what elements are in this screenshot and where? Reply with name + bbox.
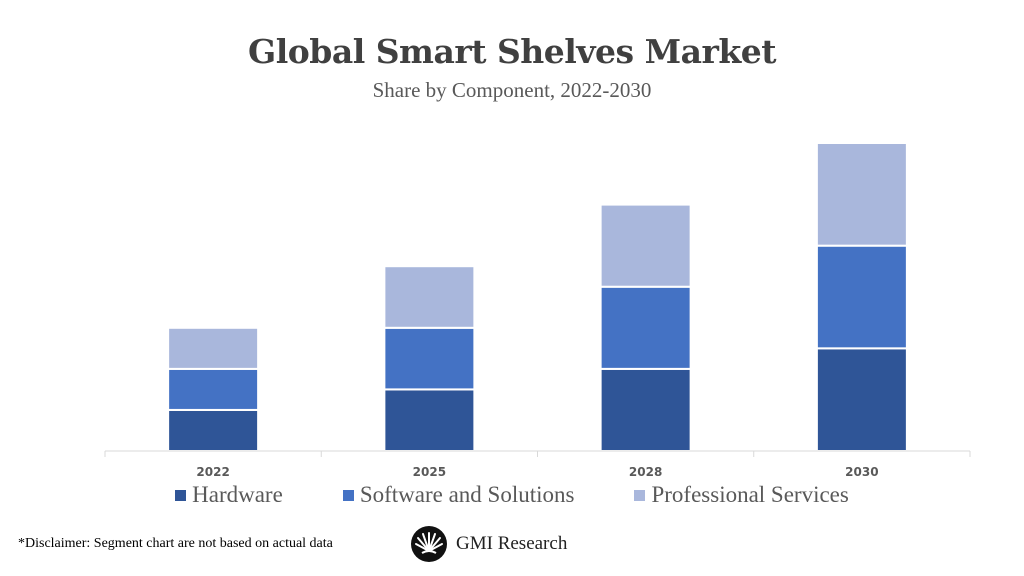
legend-item-software: Software and Solutions [342,482,575,508]
bar-segment-2030-professional-services [815,142,908,247]
legend-item-hardware: Hardware [175,482,283,508]
x-tick-label: 2022 [196,465,229,479]
legend-label: Hardware [192,482,283,507]
logo-text: GMI Research [456,533,568,554]
legend-label: Software and Solutions [359,482,575,507]
x-tick-label: 2028 [629,465,662,479]
legend-label: Professional Services [651,482,849,507]
legend-swatch [342,489,354,501]
bar-segment-2028-software-and-solutions [599,285,692,370]
bar-segment-2030-hardware [815,347,908,453]
chart-title: Global Smart Shelves Market [248,32,776,71]
legend-swatch [634,489,646,501]
x-tick-label: 2030 [845,465,878,479]
gmi-logo-icon [411,526,447,562]
legend-item-professional-services: Professional Services [634,482,849,508]
gmi-logo: GMI Research [410,525,567,563]
bar-segment-2025-software-and-solutions [383,326,476,391]
bar-segment-2030-software-and-solutions [815,244,908,350]
bar-segment-2025-hardware [383,388,476,452]
legend: Hardware Software and Solutions Professi… [0,482,1024,508]
chart-subtitle: Share by Component, 2022-2030 [372,78,652,102]
bar-segment-2028-hardware [599,367,692,452]
bar-segment-2028-professional-services [599,203,692,288]
bar-segment-2022-software-and-solutions [167,367,260,411]
bar-segment-2025-professional-services [383,265,476,329]
disclaimer: *Disclaimer: Segment chart are not based… [18,536,333,551]
legend-swatch [175,489,187,501]
bar-segment-2022-professional-services [167,326,260,370]
x-tick-label: 2025 [413,465,446,479]
bar-segment-2022-hardware [167,408,260,452]
